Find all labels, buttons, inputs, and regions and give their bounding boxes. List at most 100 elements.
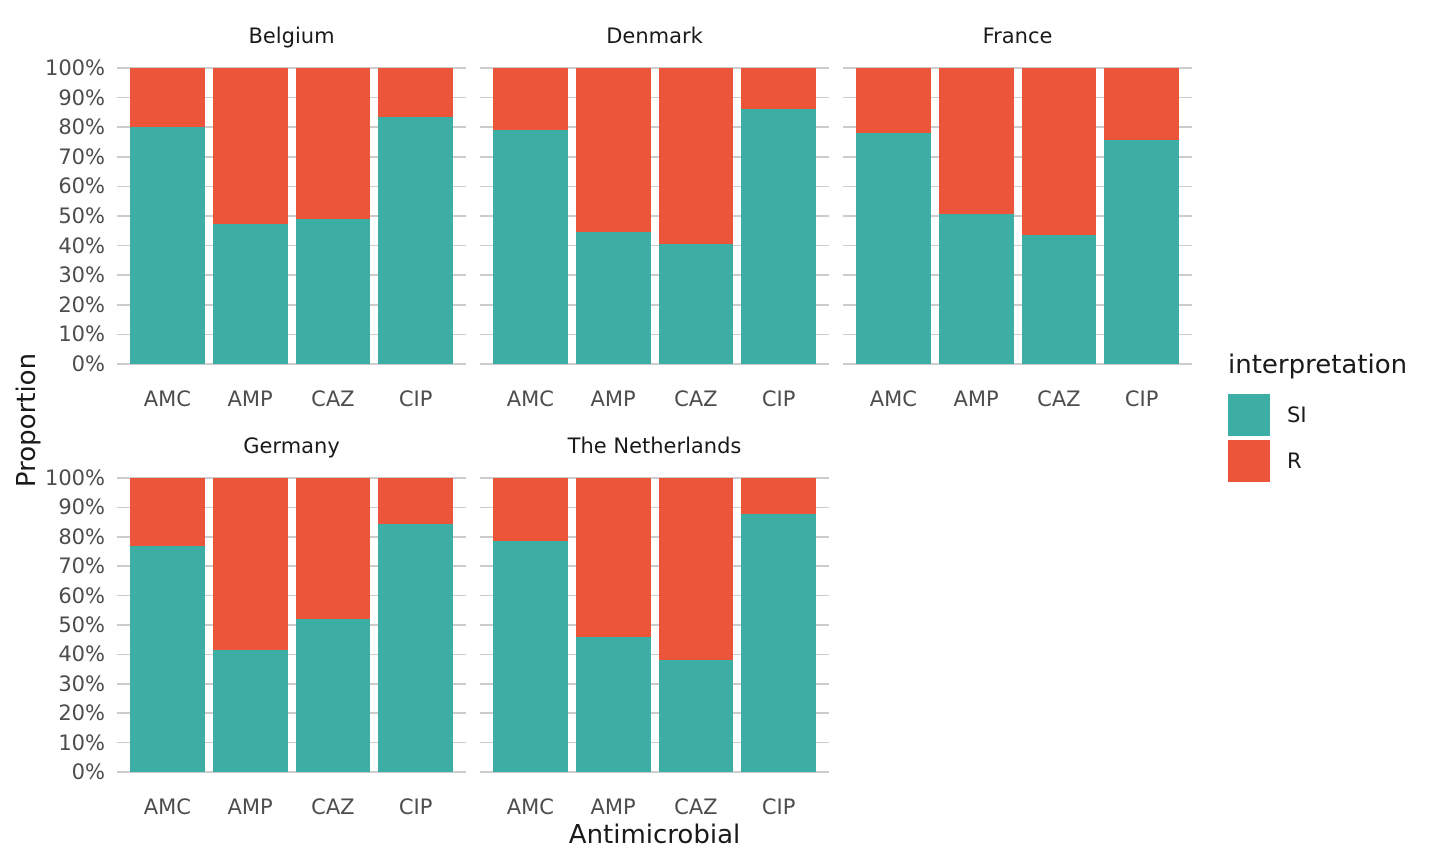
gridline <box>480 741 829 744</box>
bar-the-netherlands-caz <box>658 478 734 772</box>
gridline <box>843 244 1192 247</box>
gridline <box>843 185 1192 188</box>
y-tick-label: 0% <box>71 760 105 784</box>
gridline <box>480 594 829 597</box>
gridline <box>117 156 466 158</box>
bar-segment-r <box>1021 68 1097 236</box>
y-tick-label: 40% <box>58 233 105 258</box>
y-tick-label: 50% <box>58 204 105 228</box>
gridline <box>843 274 1192 276</box>
gridline <box>117 274 466 276</box>
bar-segment-r <box>658 478 734 660</box>
gridline <box>843 156 1192 158</box>
bar-germany-caz <box>295 478 371 772</box>
bar-denmark-caz <box>658 68 734 364</box>
legend-swatch-si <box>1228 394 1270 436</box>
legend: interpretation SI R <box>1228 350 1407 486</box>
y-tick-label: 20% <box>58 292 105 317</box>
facet-title-the-netherlands: The Netherlands <box>567 434 742 458</box>
y-tick-label: 30% <box>58 263 105 288</box>
bar-germany-amc <box>130 478 205 772</box>
y-tick-label: 10% <box>58 730 105 755</box>
gridline <box>117 741 466 744</box>
facet-panel-denmark <box>480 67 829 365</box>
bar-segment-r <box>658 68 734 244</box>
gridline <box>117 771 466 773</box>
gridline <box>843 215 1192 217</box>
gridline <box>843 363 1192 365</box>
y-tick-label: 100% <box>44 56 105 80</box>
bar-segment-si <box>130 546 205 772</box>
gridline <box>117 506 466 509</box>
bar-the-netherlands-amp <box>575 478 651 772</box>
x-tick-label: AMP <box>590 795 636 819</box>
x-tick-label: CAZ <box>311 387 355 411</box>
x-axis-title: Antimicrobial <box>568 820 741 850</box>
bar-segment-r <box>856 68 931 133</box>
bar-france-caz <box>1021 68 1097 364</box>
x-tick-label: CIP <box>1124 387 1159 411</box>
gridline <box>117 477 466 479</box>
gridline <box>480 215 829 217</box>
legend-label: SI <box>1287 403 1307 427</box>
gridline <box>843 304 1192 306</box>
bar-segment-si <box>1021 235 1097 364</box>
gridline <box>117 126 466 128</box>
bar-segment-si <box>658 243 734 364</box>
bar-segment-r <box>493 68 568 130</box>
bar-segment-r <box>493 478 568 541</box>
bars-germany <box>117 478 466 772</box>
gridline <box>480 244 829 247</box>
x-tick-label: AMP <box>590 387 636 411</box>
legend-entries: SI R <box>1228 394 1407 482</box>
x-tick-label: CAZ <box>674 387 718 411</box>
bar-segment-si <box>856 132 931 364</box>
x-tick-label: AMP <box>227 795 273 819</box>
bar-segment-r <box>378 478 453 525</box>
legend-swatch-r <box>1228 440 1270 482</box>
y-tick-label: 10% <box>58 322 105 347</box>
gridline <box>480 363 829 365</box>
bars-belgium <box>117 68 466 364</box>
x-tick-row-france: AMC AMP CAZ CIP <box>843 384 1192 414</box>
x-tick-row-belgium: AMC AMP CAZ CIP <box>117 384 466 414</box>
bar-segment-r <box>575 68 651 232</box>
y-tick-label: 60% <box>58 174 105 199</box>
y-tick-label: 50% <box>58 613 105 637</box>
gridline <box>480 624 829 626</box>
bar-segment-si <box>295 618 371 772</box>
legend-title: interpretation <box>1228 350 1408 380</box>
facet-panel-belgium <box>117 67 466 365</box>
gridline <box>117 304 466 306</box>
gridline <box>843 126 1192 128</box>
x-tick-label: AMC <box>869 387 917 411</box>
gridline <box>480 683 829 685</box>
x-tick-row-denmark: AMC AMP CAZ CIP <box>480 384 829 414</box>
gridline <box>843 96 1192 99</box>
bar-france-amc <box>856 68 931 364</box>
y-tick-label: 60% <box>58 583 105 608</box>
gridline <box>117 185 466 188</box>
bar-segment-si <box>1104 139 1179 364</box>
bars-france <box>843 68 1192 364</box>
bar-segment-si <box>575 231 651 364</box>
gridline <box>480 565 829 567</box>
bar-segment-r <box>295 478 371 619</box>
bar-segment-si <box>378 117 453 364</box>
bar-segment-si <box>130 127 205 364</box>
gridline <box>480 304 829 306</box>
bar-segment-si <box>295 219 371 364</box>
bar-denmark-cip <box>741 68 816 364</box>
bar-segment-r <box>212 68 288 224</box>
gridline <box>480 771 829 773</box>
x-tick-label: CIP <box>398 795 433 819</box>
x-tick-label: CAZ <box>1037 387 1081 411</box>
gridline <box>843 67 1192 69</box>
legend-entry-r: R <box>1228 440 1407 482</box>
y-tick-label: 40% <box>58 642 105 667</box>
bar-segment-r <box>212 478 288 650</box>
bar-germany-cip <box>378 478 453 772</box>
x-tick-label: CIP <box>761 795 796 819</box>
y-tick-label: 0% <box>71 352 105 376</box>
